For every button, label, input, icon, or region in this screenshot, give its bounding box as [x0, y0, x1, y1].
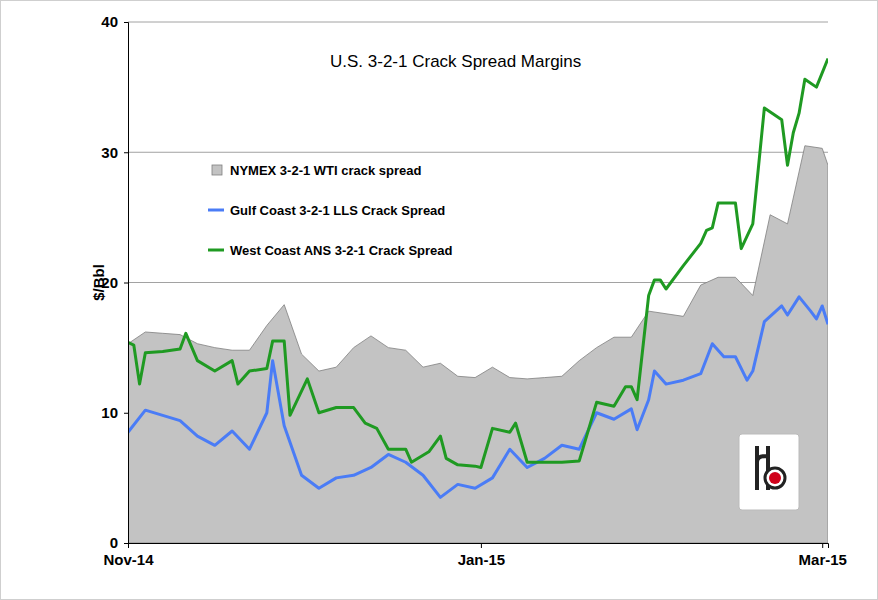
- y-tick: 40: [101, 13, 128, 30]
- y-tick: 0: [110, 534, 128, 551]
- plot-marks: [128, 58, 828, 543]
- x-axis-line: [129, 544, 829, 549]
- y-tick-label: 30: [101, 144, 118, 161]
- grid-line: [128, 22, 828, 23]
- grid-line: [128, 152, 828, 153]
- y-tick-mark: [124, 22, 128, 23]
- logo-ring: [765, 468, 785, 488]
- x-tick-label: Nov-14: [103, 551, 154, 568]
- x-tick: Jan-15: [458, 543, 506, 568]
- logo: [739, 434, 799, 510]
- legend-label: Gulf Coast 3-2-1 LLS Crack Spread: [230, 203, 445, 218]
- x-tick: Nov-14: [103, 543, 154, 568]
- legend-label: West Coast ANS 3-2-1 Crack Spread: [230, 243, 453, 258]
- y-tick-label: 10: [101, 404, 118, 421]
- legend-label: NYMEX 3-2-1 WTI crack spread: [230, 163, 422, 178]
- x-tick-label: Jan-15: [458, 551, 506, 568]
- series-area: [128, 146, 828, 543]
- y-tick-label: 40: [101, 13, 118, 30]
- logo-dot: [769, 472, 781, 484]
- x-tick-label: Mar-15: [799, 551, 847, 568]
- y-tick-mark: [124, 283, 128, 284]
- y-tick-mark: [124, 543, 128, 544]
- y-tick-label: 0: [110, 534, 118, 551]
- x-tick: Mar-15: [799, 543, 847, 568]
- logo-box: [739, 434, 799, 510]
- x-tick-mark: [481, 543, 482, 548]
- chart: 010203040Nov-14Jan-15Mar-15U.S. 3-2-1 Cr…: [0, 0, 878, 600]
- x-tick-mark: [822, 543, 823, 548]
- x-axis: Nov-14 Jan-15 Mar-15: [103, 543, 846, 568]
- grid: [128, 22, 828, 543]
- y-tick-mark: [124, 152, 128, 153]
- legend: NYMEX 3-2-1 WTI crack spread Gulf Coast 3…: [208, 163, 453, 258]
- legend-swatch: [208, 209, 224, 212]
- x-tick-mark: [128, 543, 129, 548]
- y-axis-line: [124, 23, 129, 544]
- legend-swatch: [208, 249, 224, 252]
- y-tick: 10: [101, 404, 128, 421]
- chart-frame: [1, 1, 878, 600]
- chart-title: U.S. 3-2-1 Crack Spread Margins: [330, 52, 581, 71]
- y-tick: 30: [101, 144, 128, 161]
- y-tick-mark: [124, 413, 128, 414]
- legend-swatch: [212, 165, 222, 175]
- y-axis-title: $/Bbl: [90, 264, 107, 301]
- series-line: [128, 58, 828, 467]
